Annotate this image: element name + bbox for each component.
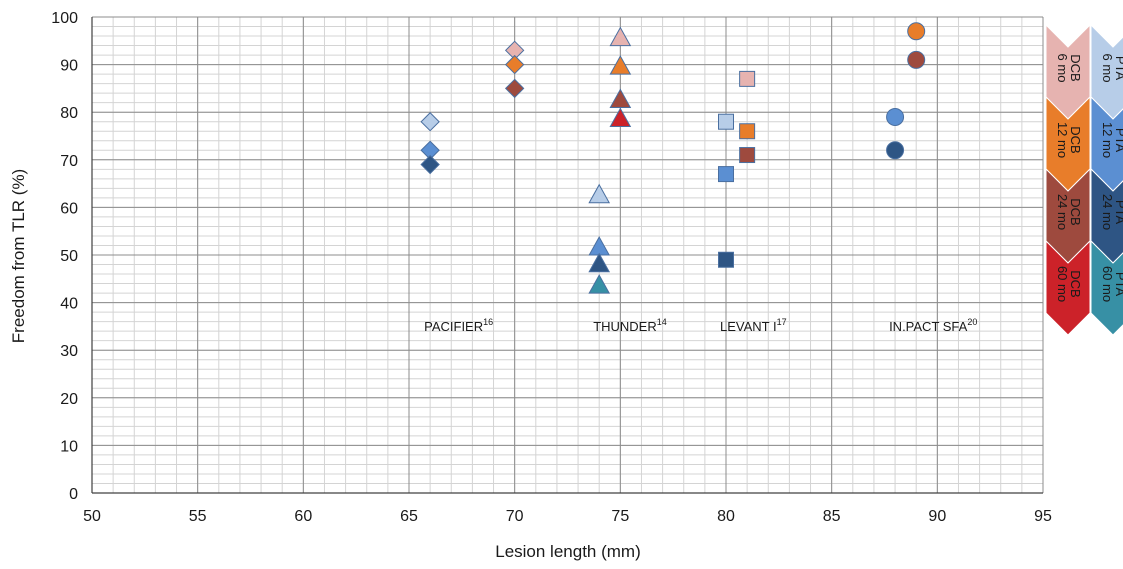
x-tick-label: 60 <box>294 508 312 525</box>
legend-pta-6-mo: PTA6 mo <box>1090 23 1123 120</box>
trial-label: THUNDER14 <box>593 317 667 334</box>
thunder-pta-24-mo-point <box>588 252 611 273</box>
pacifier-pta-24-mo-point <box>420 154 440 175</box>
legend-dcb-12-mo-label: DCB12 mo <box>1055 122 1083 158</box>
trial-label: LEVANT I17 <box>720 317 787 334</box>
levant-i-dcb-6-mo-point <box>739 70 756 87</box>
levant-i-pta-6-mo-point <box>718 113 734 130</box>
levant-i-pta-24-mo-point <box>718 251 734 268</box>
levant-i-dcb-12-mo-point <box>739 123 756 140</box>
x-tick-label: 90 <box>928 508 946 525</box>
legend-dcb-60-mo-label: DCB60 mo <box>1055 266 1083 302</box>
legend-pta-60-mo-swatch <box>1090 239 1123 336</box>
y-tick-labels: 0 10 20 30 40 50 60 70 80 90 100 <box>51 10 78 503</box>
thunder-dcb-12-mo-point <box>609 55 632 75</box>
legend-pta-6-mo-label: PTA6 mo <box>1100 54 1123 83</box>
y-tick-label: 0 <box>69 486 78 503</box>
y-tick-label: 60 <box>60 200 78 217</box>
thunder-dcb-60-mo-point <box>609 107 632 128</box>
y-axis-title: Freedom from TLR (%) <box>9 169 28 343</box>
legend-dcb-60-mo: DCB60 mo <box>1045 239 1091 336</box>
x-tick-label: 65 <box>400 508 418 525</box>
in-pact-sfa-dcb-24-mo-point <box>907 50 926 69</box>
y-tick-label: 40 <box>60 296 78 313</box>
x-axis-title: Lesion length (mm) <box>495 542 641 561</box>
in-pact-sfa-pta-24-mo-point <box>886 141 905 160</box>
x-tick-label: 80 <box>717 508 735 525</box>
y-tick-label: 100 <box>51 10 78 27</box>
pacifier-dcb-12-mo-point <box>504 54 525 75</box>
y-tick-label: 80 <box>60 105 78 122</box>
axes <box>91 17 1043 494</box>
thunder-dcb-6-mo-point <box>609 26 632 47</box>
legend-pta-24-mo: PTA24 mo <box>1090 167 1123 264</box>
data-points <box>420 22 926 294</box>
legend-dcb-6-mo: DCB6 mo <box>1045 23 1091 120</box>
legend-pta-12-mo-label: PTA12 mo <box>1100 122 1123 158</box>
legend-dcb-60-mo-swatch <box>1045 239 1091 336</box>
y-tick-label: 30 <box>60 343 78 360</box>
legend-pta-60-mo: PTA60 mo <box>1090 239 1123 336</box>
levant-i-pta-12-mo-point <box>718 166 734 183</box>
trial-label: IN.PACT SFA20 <box>889 317 977 334</box>
legend-dcb-6-mo-label: DCB6 mo <box>1055 54 1083 83</box>
major-gridlines <box>91 16 1044 494</box>
x-tick-labels: 50 55 60 65 70 75 80 85 90 95 <box>83 508 1052 525</box>
thunder-pta-6-mo-point <box>588 183 611 204</box>
thunder-pta-12-mo-point <box>588 236 611 256</box>
in-pact-sfa-pta-12-mo-point <box>886 107 905 126</box>
trial-label: PACIFIER16 <box>424 317 493 334</box>
x-tick-label: 85 <box>823 508 841 525</box>
y-tick-label: 50 <box>60 248 78 265</box>
pacifier-dcb-24-mo-point <box>504 78 525 99</box>
thunder-pta-60-mo-point <box>588 274 611 294</box>
x-tick-label: 75 <box>611 508 629 525</box>
x-tick-label: 70 <box>506 508 524 525</box>
y-tick-label: 90 <box>60 58 78 75</box>
trial-labels: PACIFIER16 THUNDER14 LEVANT I17 IN.PACT SFA… <box>424 317 977 334</box>
in-pact-sfa-dcb-12-mo-point <box>907 22 926 41</box>
y-tick-label: 10 <box>60 438 78 455</box>
x-tick-label: 50 <box>83 508 101 525</box>
legend-pta-60-mo-label: PTA60 mo <box>1100 266 1123 302</box>
levant-i-dcb-24-mo-point <box>739 147 756 164</box>
legend: DCB6 mo DCB12 mo DCB24 mo DCB60 mo PTA6 mo PT… <box>1045 23 1123 336</box>
legend-pta-24-mo-label: PTA24 mo <box>1100 194 1123 230</box>
x-tick-label: 55 <box>189 508 207 525</box>
thunder-dcb-24-mo-point <box>609 88 632 108</box>
legend-dcb-24-mo-label: DCB24 mo <box>1055 194 1083 230</box>
y-tick-label: 20 <box>60 391 78 408</box>
y-tick-label: 70 <box>60 153 78 170</box>
x-tick-label: 95 <box>1034 508 1052 525</box>
pacifier-pta-6-mo-point <box>420 112 440 132</box>
